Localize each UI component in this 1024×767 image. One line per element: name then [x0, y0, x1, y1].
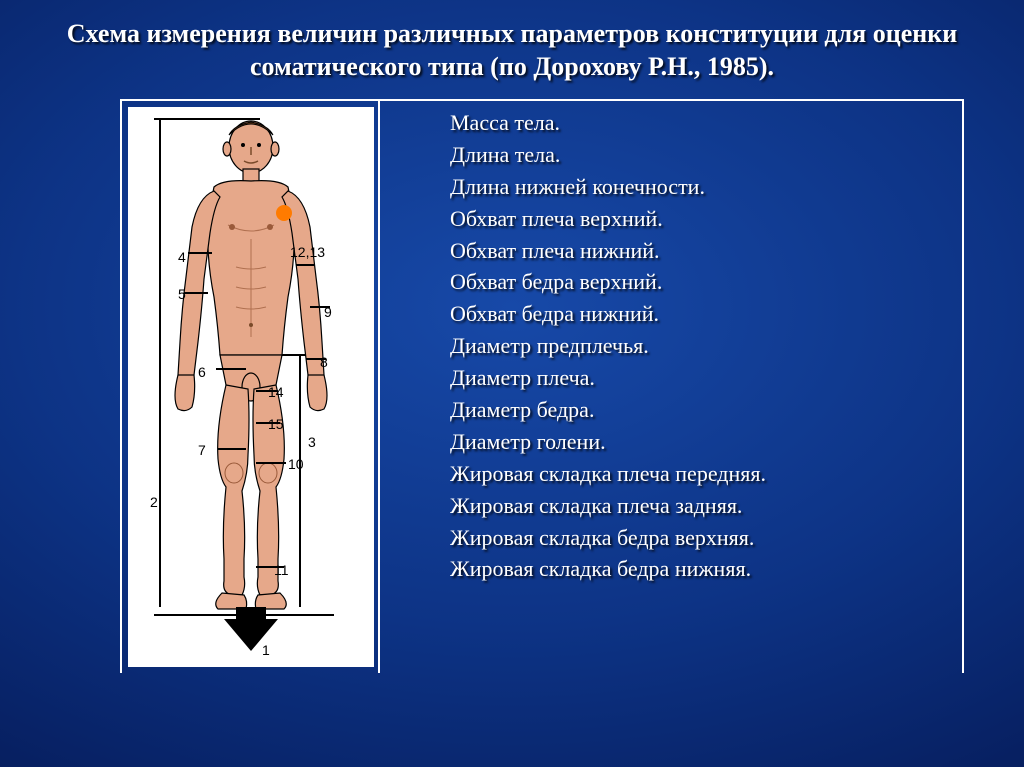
figure-label: 3	[308, 434, 316, 450]
figure-label: 9	[324, 304, 332, 320]
parameter-item: Жировая складка плеча передняя.	[450, 458, 952, 490]
parameter-item: Обхват плеча нижний.	[450, 235, 952, 267]
figure-label: 11	[274, 562, 289, 578]
parameter-item: Жировая складка бедра нижняя.	[450, 553, 952, 585]
parameter-item: Диаметр предплечья.	[450, 330, 952, 362]
figure-label: 8	[320, 354, 328, 370]
parameter-list: Масса тела.Длина тела.Длина нижней конеч…	[450, 107, 952, 585]
figure-label: 4	[178, 249, 186, 265]
figure-label: 12,13	[290, 244, 325, 260]
figure-label: 15	[268, 416, 284, 432]
parameter-item: Диаметр плеча.	[450, 362, 952, 394]
parameter-item: Диаметр бедра.	[450, 394, 952, 426]
figure-label: 7	[198, 442, 206, 458]
figure-label: 1	[262, 642, 270, 658]
parameter-item: Обхват бедра верхний.	[450, 266, 952, 298]
parameter-item: Масса тела.	[450, 107, 952, 139]
figure-label: 6	[198, 364, 206, 380]
figure-label: 14	[268, 384, 284, 400]
figure-label: 5	[178, 286, 186, 302]
figure-label: 10	[288, 456, 304, 472]
content-row: 123456789101112,131415 Масса тела.Длина …	[120, 99, 964, 673]
parameter-item: Длина нижней конечности.	[450, 171, 952, 203]
anthropometry-figure: 1 2 3 4 5 6 7 8 9 10 11 12,13 14 15	[128, 107, 374, 667]
parameter-item: Обхват плеча верхний.	[450, 203, 952, 235]
parameter-item: Обхват бедра нижний.	[450, 298, 952, 330]
figure-label: 2	[150, 494, 158, 510]
parameter-item: Диаметр голени.	[450, 426, 952, 458]
parameter-list-cell: Масса тела.Длина тела.Длина нижней конеч…	[380, 101, 964, 673]
slide-title: Схема измерения величин различных параме…	[0, 0, 1024, 91]
figure-svg: 1 2 3 4 5 6 7 8 9 10 11 12,13 14 15	[128, 107, 374, 667]
parameter-item: Длина тела.	[450, 139, 952, 171]
parameter-item: Жировая складка плеча задняя.	[450, 490, 952, 522]
parameter-item: Жировая складка бедра верхняя.	[450, 522, 952, 554]
slide: Схема измерения величин различных параме…	[0, 0, 1024, 767]
figure-cell: 1 2 3 4 5 6 7 8 9 10 11 12,13 14 15	[120, 101, 380, 673]
